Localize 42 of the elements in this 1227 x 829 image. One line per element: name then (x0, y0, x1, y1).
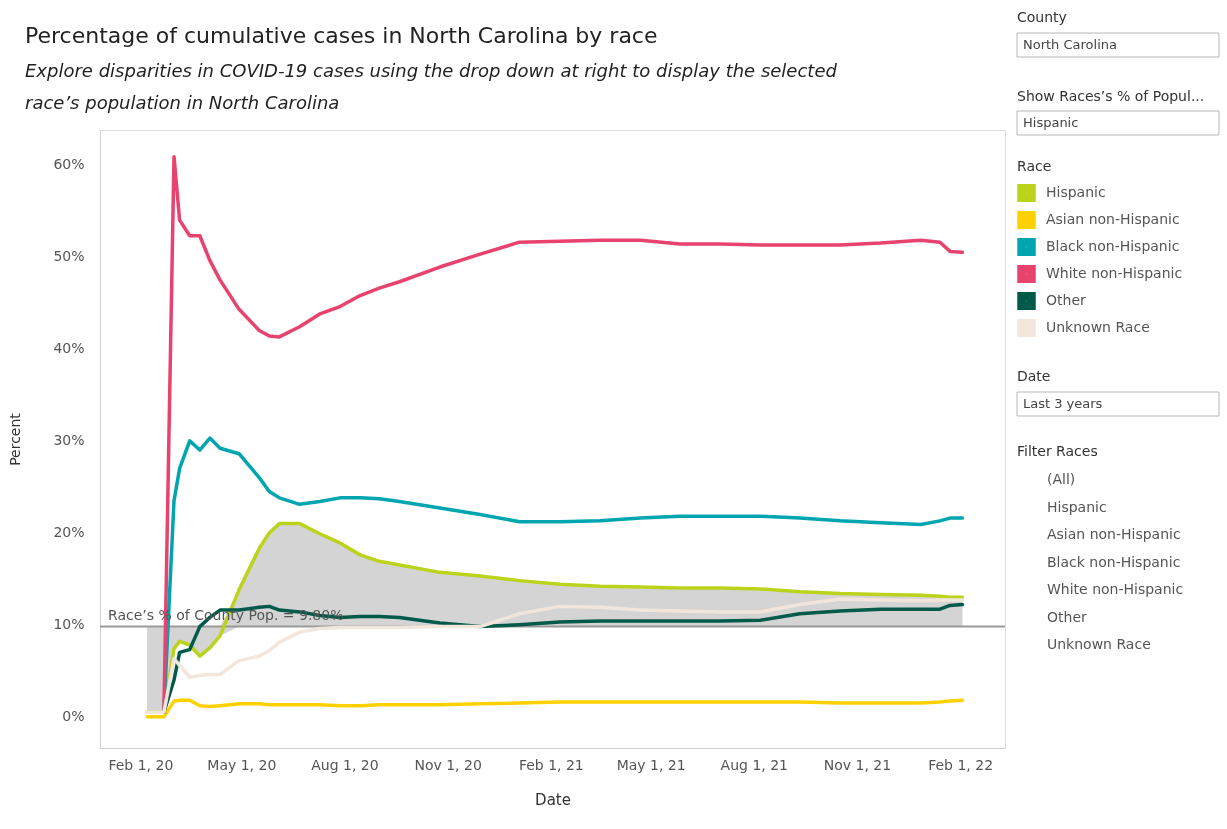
x-tick-label: Nov 1, 21 (823, 756, 892, 773)
y-tick-label: 20% (53, 524, 85, 541)
x-tick-label: May 1, 20 (207, 756, 277, 773)
y-tick-label: 40% (53, 340, 85, 357)
y-tick-label: 10% (53, 616, 85, 633)
text: Filter Races (1017, 443, 1098, 459)
x-tick-label: Feb 1, 21 (518, 756, 584, 773)
text: Show Races’s % of Popul... (1017, 88, 1205, 104)
x-tick-label: Nov 1, 20 (414, 756, 482, 773)
text: Date (1017, 368, 1051, 384)
y-axis-title: Percent (7, 412, 24, 466)
text: Hispanic (1023, 115, 1079, 130)
x-axis-title: Date (535, 790, 571, 809)
text: White non-Hispanic (1047, 581, 1184, 597)
text: Other (1047, 608, 1087, 625)
legend-label: Black non-Hispanic (1046, 238, 1180, 254)
x-tick-label: Aug 1, 21 (720, 756, 789, 773)
legend-label: Asian non-Hispanic (1046, 211, 1180, 227)
x-tick-label: May 1, 21 (616, 756, 686, 773)
chart-title: Percentage of cumulative cases in North Carolina by race (25, 23, 658, 48)
text: Black non-Hispanic (1047, 553, 1181, 570)
x-tick-label: Aug 1, 20 (311, 756, 379, 773)
legend-label: Hispanic (1046, 184, 1106, 200)
y-tick-label: 0% (62, 708, 85, 725)
y-tick-label: 60% (53, 156, 85, 173)
text: North Carolina (1023, 37, 1117, 52)
line-series (145, 698, 965, 719)
chart-subtitle: Explore disparities in COVID-19 cases using the drop down at right to display the selected race’s population in North Carolina (25, 60, 838, 113)
text: (All) (1047, 471, 1076, 487)
text: Hispanic (1047, 498, 1107, 515)
y-tick-label: 30% (53, 432, 85, 449)
text: Asian non-Hispanic (1047, 526, 1181, 542)
x-tick-label: Feb 1, 22 (928, 756, 994, 773)
y-tick-label: 50% (53, 248, 85, 265)
legend-label: Other (1046, 292, 1086, 308)
legend-title: Race (1017, 158, 1052, 174)
text: Unknown Race (1047, 636, 1151, 652)
legend-label: White non-Hispanic (1046, 265, 1183, 281)
legend-label: Unknown Race (1046, 319, 1150, 335)
text: Last 3 years (1023, 396, 1103, 411)
x-tick-label: Feb 1, 20 (108, 756, 174, 773)
text: County (1017, 9, 1067, 25)
